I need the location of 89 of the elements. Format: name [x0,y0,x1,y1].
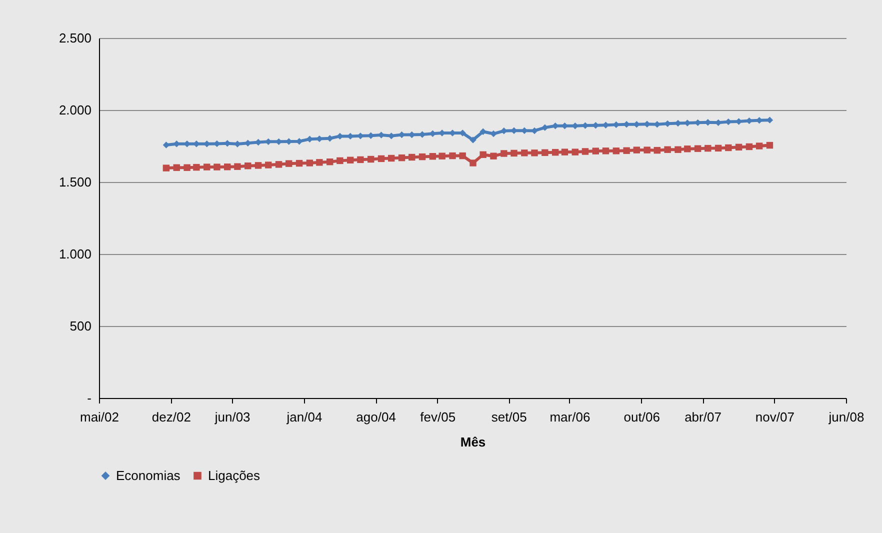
legend-label: Economias [116,468,181,483]
x-tick-label: out/06 [624,410,660,424]
point [173,164,180,171]
point [746,143,753,150]
point [470,160,476,166]
point [633,146,640,154]
point [398,154,406,162]
point [429,153,436,160]
point [714,144,722,152]
point [490,152,497,160]
x-tick-label: jun/03 [214,410,250,424]
y-tick-label: 1.000 [58,246,92,262]
point [654,146,661,154]
x-tick-label: jan/04 [286,410,322,424]
point [521,150,528,156]
point [470,136,476,144]
point [214,164,220,170]
x-axis-title: Mês [460,434,486,450]
point [244,140,252,146]
x-tick-label: abr/07 [684,410,722,424]
y-tick-label: - [87,390,92,406]
x-tick-label: set/05 [491,410,527,424]
point [664,146,671,153]
point [592,148,600,154]
point [480,151,486,158]
point [542,149,548,156]
point [184,164,190,171]
point [644,146,650,154]
x-tick-label: jun/08 [828,410,864,424]
point [286,160,292,167]
x-tick-label: ago/04 [356,410,396,424]
point [510,150,518,157]
point [357,156,364,164]
x-tick-label: dez/02 [152,410,191,424]
point [265,162,272,168]
point [500,150,508,157]
point [326,135,334,142]
point [336,157,344,164]
point [674,146,682,153]
point [735,144,742,151]
point [449,152,456,160]
point [296,160,303,167]
point [552,148,559,156]
point [234,140,241,148]
point [480,128,486,135]
point [602,148,610,154]
point [490,130,497,138]
point [162,164,170,172]
x-tick-label: mai/02 [80,410,120,424]
point [766,142,774,149]
point [254,162,262,169]
y-tick-label: 1.500 [58,174,92,190]
point [572,148,579,156]
point [244,162,252,170]
x-tick-label: nov/07 [755,410,794,424]
point [612,148,620,154]
point [378,155,385,162]
y-tick-label: 500 [70,318,92,334]
point [275,161,282,168]
point [388,154,395,162]
point [418,153,426,160]
point [704,144,712,152]
point [542,124,548,131]
point [234,163,241,170]
point [306,160,314,166]
point [347,156,354,164]
point [408,154,416,161]
point [459,152,466,160]
point [224,164,231,170]
x-tick-label: fev/05 [420,410,456,424]
point [623,147,630,154]
point [316,159,323,166]
point [756,142,763,150]
point [561,148,568,156]
legend-label: Ligações [208,468,261,483]
y-tick-label: 2.000 [58,102,92,118]
point [193,164,200,171]
x-tick-label: mar/06 [550,410,590,424]
point [694,145,702,152]
point [582,148,589,155]
point [531,150,538,156]
point [438,152,446,160]
point [173,140,180,148]
point [204,164,210,170]
point [725,144,732,152]
y-tick-label: 2.500 [58,30,92,46]
point [326,158,334,166]
point [367,156,374,163]
point [684,146,691,152]
